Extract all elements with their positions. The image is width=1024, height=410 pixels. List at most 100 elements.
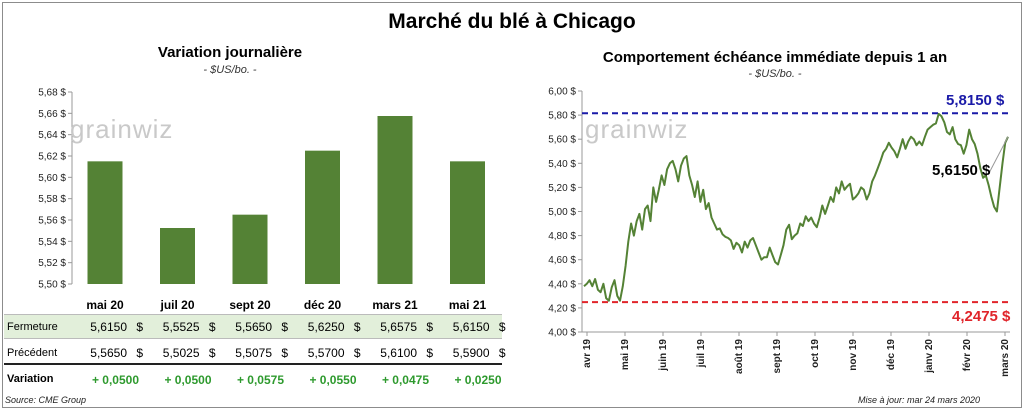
table-cells: 5,6150 $5,5525 $5,5650 $5,6250 $5,6575 $5,615…: [0, 0, 505, 387]
cell-value: 5,6100: [380, 346, 417, 360]
bar-1: [160, 228, 195, 284]
cell-change: + 0,0575: [236, 373, 284, 387]
table-cell: 5,5700 $: [299, 346, 361, 361]
cell-currency: $: [208, 346, 216, 360]
bar-0: [87, 161, 123, 284]
bar-y-tick-label: 5,52 $: [38, 258, 66, 269]
update-note: Mise à jour: mar 24 mars 2020: [858, 395, 981, 405]
bar-chart: 5,50 $ 5,52 $ 5,54 $ 5,56 $ 5,58 $ 5,60 $ 5,62…: [38, 88, 485, 291]
line-chart-unit: - $US/bo. -: [748, 68, 802, 80]
line-y-tick-label: 5,80 $: [548, 111, 576, 122]
max-value-label: 5,8150 $: [946, 92, 1005, 109]
bar-y-tick-label: 5,50 $: [38, 280, 66, 291]
table-cell: 5,5650 $: [81, 346, 143, 361]
table-cell: 5,5650 $: [226, 320, 288, 335]
cell-currency: $: [426, 346, 433, 360]
cell-change: + 0,0500: [91, 373, 139, 387]
bar-y-tick-label: 5,60 $: [38, 173, 66, 184]
cell-currency: $: [281, 346, 288, 360]
bar-chart-title: Variation journalière: [157, 44, 303, 61]
line-y-tick-label: 4,60 $: [548, 255, 576, 266]
row-label-precedent: Précédent: [7, 347, 58, 359]
bar-y-tick-label: 5,54 $: [38, 237, 66, 248]
table-row-fermeture: Fermeture: [4, 314, 502, 339]
watermark-left: grainwiz: [70, 114, 174, 144]
bar-y-tick-label: 5,64 $: [38, 130, 66, 141]
table-cell: 5,5525 $: [154, 320, 216, 335]
bar-category-label: mai 20: [86, 298, 124, 312]
cell-value: 5,5075: [235, 346, 272, 360]
line-y-tick-label: 5,00 $: [548, 207, 576, 218]
bar-category-label: sept 20: [229, 298, 271, 312]
line-x-tick-label: oct 19: [810, 339, 821, 368]
cell-change: + 0,0550: [309, 373, 357, 387]
row-label-fermeture: Fermeture: [7, 321, 58, 333]
bar-y-tick-label: 5,58 $: [38, 194, 66, 205]
line-chart: 4,00 $ 4,20 $ 4,40 $ 4,60 $ 4,80 $ 5,00 $ 5,20…: [548, 87, 1011, 377]
table-cell: 5,5025 $: [154, 346, 216, 361]
cell-value: 5,5025: [162, 346, 200, 360]
bar-category-label: mai 21: [448, 298, 487, 312]
table-cell: + 0,0500: [81, 373, 143, 388]
line-y-tick-label: 5,40 $: [548, 159, 576, 170]
bar-y-tick-label: 5,68 $: [38, 88, 66, 99]
table-cell: + 0,0550: [299, 373, 361, 388]
cell-value: 5,5650: [90, 346, 127, 360]
cell-value: 5,5900: [452, 346, 490, 360]
cell-currency: $: [498, 320, 506, 334]
cell-currency: $: [498, 346, 506, 360]
line-y-tick-label: 6,00 $: [548, 87, 576, 98]
bar-y-tick-label: 5,56 $: [38, 216, 66, 227]
cell-currency: $: [353, 346, 361, 360]
cell-value: 5,6150: [452, 320, 490, 334]
bar-y-tick-label: 5,62 $: [38, 152, 66, 163]
line-x-tick-label: juin 19: [658, 339, 669, 372]
cell-currency: $: [136, 346, 143, 360]
line-x-tick-label: mars 20: [1000, 339, 1011, 377]
table-cell: 5,6250 $: [299, 320, 361, 335]
min-value-label: 4,2475 $: [952, 308, 1011, 325]
last-value-label: 5,6150 $: [932, 162, 991, 179]
line-x-tick-label: avr 19: [582, 339, 593, 368]
bar-category-label: déc 20: [303, 298, 342, 312]
cell-value: 5,5700: [307, 346, 345, 360]
bar-category-label: mars 21: [372, 298, 418, 312]
line-x-tick-label: sept 19: [772, 339, 783, 374]
cell-currency: $: [281, 320, 288, 334]
line-x-tick-label: nov 19: [848, 339, 859, 371]
cell-currency: $: [353, 320, 361, 334]
bar-4: [377, 116, 413, 284]
line-y-tick-label: 4,40 $: [548, 279, 576, 290]
cell-currency: $: [426, 320, 433, 334]
page-title: Marché du blé à Chicago: [388, 10, 636, 33]
line-y-tick-label: 5,20 $: [548, 183, 576, 194]
bar-category-row: mai 20 juil 20 sept 20 déc 20 mars 21 mai 21: [0, 298, 510, 314]
cell-value: 5,5525: [162, 320, 200, 334]
cell-value: 5,6575: [380, 320, 417, 334]
watermark-right: grainwiz: [585, 114, 689, 144]
line-y-tick-label: 5,60 $: [548, 135, 576, 146]
bar-3: [305, 150, 340, 284]
line-x-tick-label: janv 20: [924, 339, 935, 374]
line-x-tick-label: août 19: [734, 339, 745, 374]
cell-change: + 0,0500: [164, 373, 212, 387]
price-series-line: [583, 112, 1009, 302]
table-cell: 5,6575 $: [371, 320, 433, 335]
line-x-tick-label: mai 19: [620, 339, 631, 371]
table-cell: + 0,0250: [444, 373, 506, 388]
bar-5: [450, 161, 485, 284]
line-x-tick-label: févr 20: [962, 339, 973, 372]
cell-change: + 0,0250: [454, 373, 502, 387]
table-cell: 5,5075 $: [226, 346, 288, 361]
table-row-variation: Variation: [4, 367, 502, 391]
cell-currency: $: [136, 320, 143, 334]
table-row-precedent: Précédent: [4, 340, 502, 365]
cell-value: 5,6250: [307, 320, 345, 334]
row-label-variation: Variation: [7, 373, 54, 385]
line-x-tick-label: juil 19: [696, 339, 707, 369]
bar-category-label: juil 20: [160, 298, 195, 312]
table-cell: + 0,0500: [154, 373, 216, 388]
cell-change: + 0,0475: [381, 373, 429, 387]
table-cell: + 0,0575: [226, 373, 288, 388]
